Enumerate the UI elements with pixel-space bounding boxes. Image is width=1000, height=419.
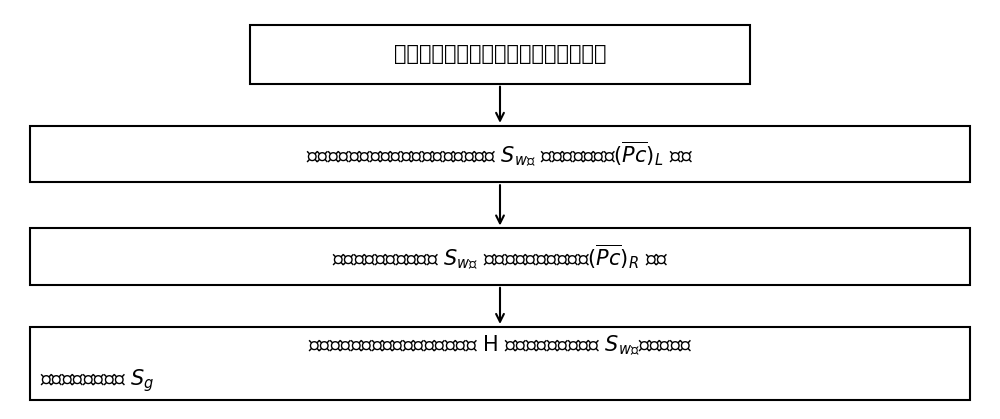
- Bar: [250, 25, 750, 84]
- Text: 建立气藏的含水饱和度 $S_{w地}$ 与气藏的平均毛管压力$(\overline{Pc})_R$ 关系: 建立气藏的含水饱和度 $S_{w地}$ 与气藏的平均毛管压力$(\overlin…: [332, 242, 668, 272]
- Text: 气藏的含气饱和度 $S_g$: 气藏的含气饱和度 $S_g$: [40, 368, 155, 394]
- Bar: [30, 327, 970, 400]
- Text: 建立实验室条件下分析样品的含水饱和度 $S_{w实}$ 与平均毛管压力$(\overline{Pc})_L$ 关系: 建立实验室条件下分析样品的含水饱和度 $S_{w实}$ 与平均毛管压力$(\ov…: [306, 139, 694, 169]
- Text: 通过气藏的自由水面以上的含气高度 H 确定气藏含水饱和度 $S_{w地}$，进而得到: 通过气藏的自由水面以上的含气高度 H 确定气藏含水饱和度 $S_{w地}$，进而…: [308, 334, 692, 358]
- Bar: [30, 126, 970, 182]
- Bar: [30, 228, 970, 285]
- Text: 分析样品及分析样品的分析数据的筛选: 分析样品及分析样品的分析数据的筛选: [394, 44, 606, 65]
